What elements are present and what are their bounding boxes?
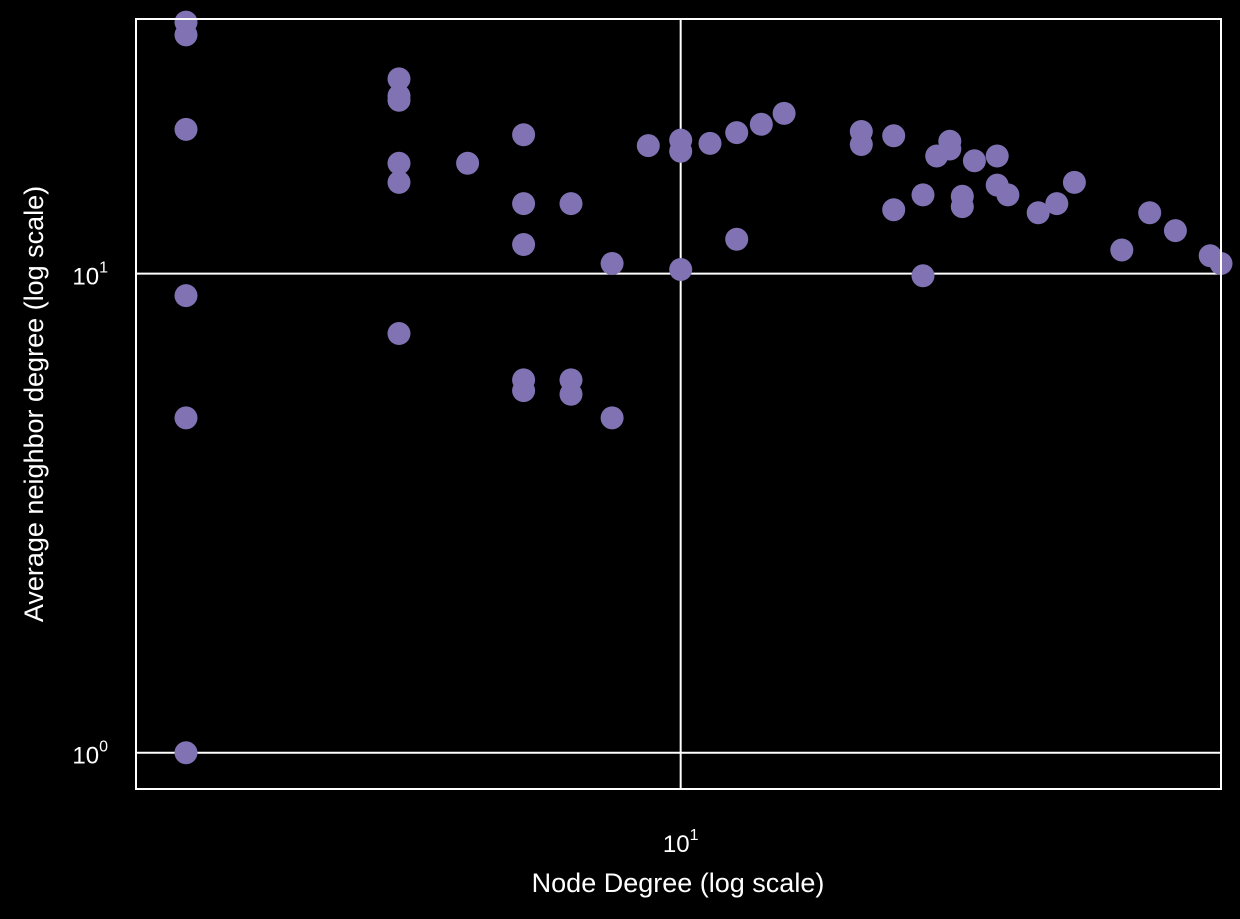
data-point-15 — [512, 233, 536, 256]
data-point-3 — [174, 284, 198, 308]
data-point-5 — [174, 741, 198, 765]
data-point-29 — [725, 121, 749, 145]
data-point-28 — [725, 227, 749, 251]
data-point-22 — [600, 406, 624, 430]
y-tick-label: 101 — [72, 260, 108, 291]
data-point-12 — [456, 151, 480, 175]
data-point-6 — [387, 67, 411, 91]
x-axis-ticks: 101 — [663, 827, 699, 858]
x-tick-label: 101 — [663, 827, 699, 858]
data-point-20 — [559, 382, 583, 406]
data-point-37 — [911, 264, 935, 288]
data-point-18 — [559, 192, 583, 216]
data-point-33 — [849, 133, 873, 156]
data-point-31 — [772, 101, 796, 125]
data-point-14 — [512, 192, 536, 216]
data-point-2 — [174, 117, 198, 141]
data-point-21 — [600, 252, 624, 275]
data-point-10 — [387, 170, 411, 194]
data-points — [174, 10, 1233, 765]
data-point-50 — [1110, 238, 1134, 262]
y-axis-ticks: 100 101 — [72, 260, 108, 770]
data-point-49 — [1062, 170, 1086, 194]
data-point-27 — [698, 131, 722, 155]
data-point-40 — [938, 129, 962, 153]
y-axis-label: Average neighbor degree (log scale) — [19, 186, 49, 622]
data-point-1 — [174, 23, 198, 47]
data-point-9 — [387, 151, 411, 175]
plot-frame — [135, 18, 1222, 790]
data-point-43 — [962, 149, 986, 173]
data-point-4 — [174, 406, 198, 430]
data-point-13 — [512, 123, 536, 147]
data-point-48 — [1045, 192, 1069, 216]
data-point-25 — [669, 128, 693, 152]
data-point-52 — [1163, 219, 1187, 243]
data-point-44 — [985, 144, 1009, 168]
data-point-30 — [749, 112, 773, 136]
data-point-46 — [996, 183, 1020, 207]
data-point-8 — [387, 88, 411, 112]
y-tick-label: 100 — [72, 739, 108, 770]
x-axis-label: Node Degree (log scale) — [532, 868, 825, 898]
data-point-42 — [950, 195, 974, 219]
data-point-51 — [1138, 201, 1162, 225]
data-point-26 — [669, 258, 693, 281]
data-point-47 — [1026, 201, 1050, 225]
data-point-34 — [882, 124, 906, 148]
data-point-23 — [636, 134, 660, 158]
data-point-11 — [387, 322, 411, 345]
data-point-35 — [882, 198, 906, 222]
data-point-17 — [512, 379, 536, 403]
data-point-36 — [911, 183, 935, 207]
